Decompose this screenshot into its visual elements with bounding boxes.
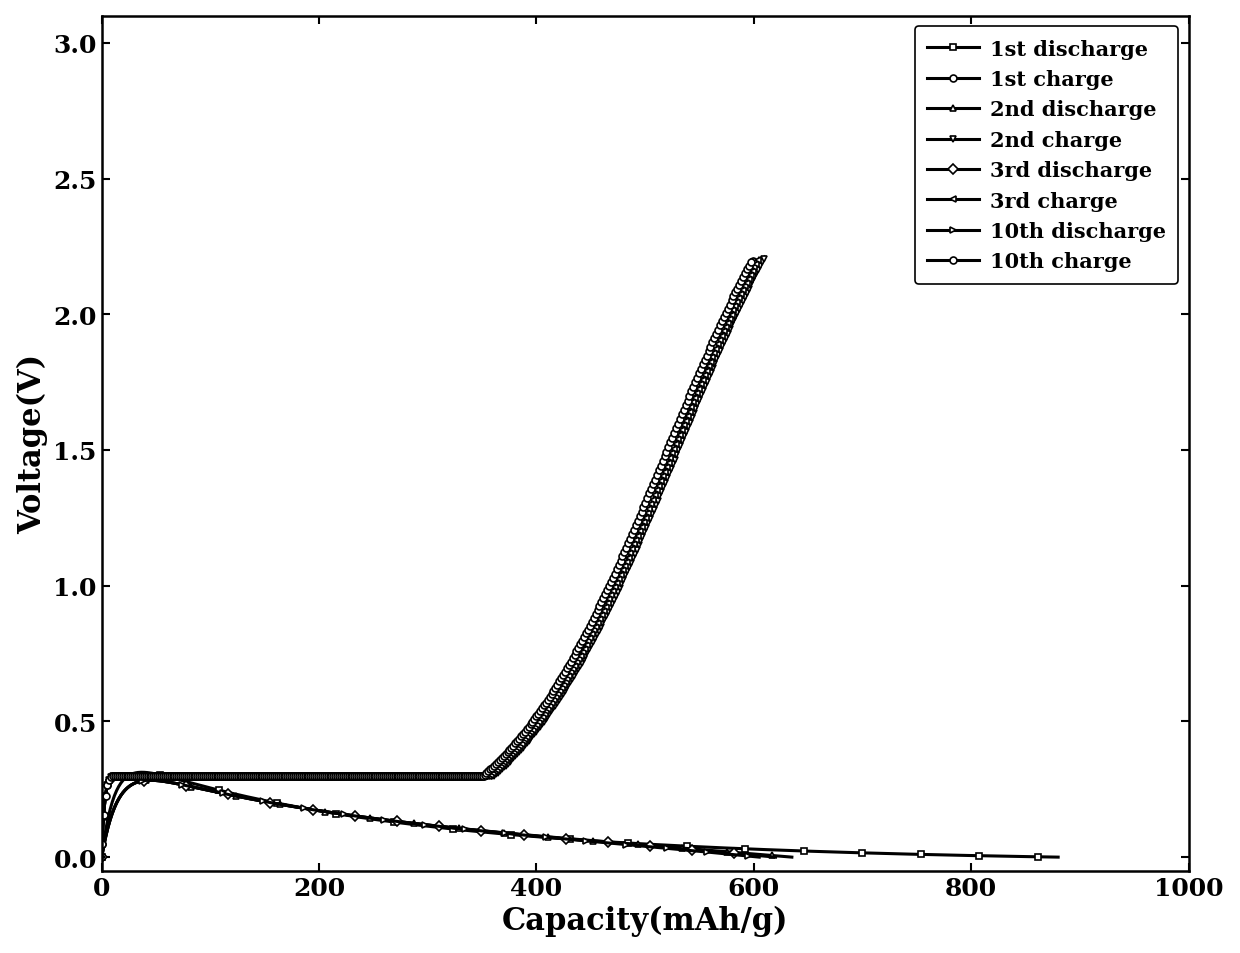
1st discharge — [345, 810, 360, 821]
2nd charge — [304, 770, 319, 781]
1st charge — [94, 838, 109, 849]
3rd discharge — [588, 836, 603, 847]
10th discharge — [569, 835, 584, 846]
3rd charge — [159, 770, 174, 781]
1st charge — [254, 770, 269, 781]
10th discharge — [647, 841, 662, 853]
10th charge — [696, 359, 711, 371]
1st charge — [522, 722, 537, 734]
1st discharge — [776, 844, 791, 856]
Line: 2nd discharge: 2nd discharge — [98, 777, 795, 861]
Line: 1st discharge: 1st discharge — [98, 769, 1061, 861]
3rd charge — [224, 770, 239, 781]
2nd charge — [529, 725, 544, 737]
3rd discharge — [114, 789, 129, 801]
3rd charge — [557, 679, 572, 691]
1st charge — [278, 770, 293, 781]
10th charge — [629, 520, 644, 532]
3rd discharge — [288, 801, 303, 813]
X-axis label: Capacity(mAh/g): Capacity(mAh/g) — [502, 905, 789, 937]
2nd discharge — [279, 800, 294, 811]
3rd discharge — [768, 852, 782, 863]
2nd charge — [257, 770, 272, 781]
Line: 3rd discharge: 3rd discharge — [98, 777, 779, 861]
1st discharge — [921, 849, 936, 861]
1st discharge — [503, 829, 518, 841]
1st charge — [300, 770, 315, 781]
1st discharge — [94, 852, 109, 863]
Line: 2nd charge: 2nd charge — [98, 254, 768, 847]
10th discharge — [188, 782, 203, 794]
2nd charge — [94, 838, 109, 849]
10th discharge — [751, 852, 766, 863]
Legend: 1st discharge, 1st charge, 2nd discharge, 2nd charge, 3rd discharge, 3rd charge,: 1st discharge, 1st charge, 2nd discharge… — [915, 27, 1178, 285]
3rd charge — [548, 693, 563, 704]
3rd charge — [269, 770, 284, 781]
3rd discharge — [490, 826, 505, 838]
10th charge — [575, 636, 590, 647]
1st discharge — [200, 781, 215, 793]
2nd discharge — [538, 831, 553, 842]
10th discharge — [339, 809, 353, 821]
3rd discharge — [159, 776, 174, 787]
3rd discharge — [94, 852, 109, 863]
3rd charge — [94, 838, 109, 849]
10th discharge — [94, 852, 109, 863]
2nd discharge — [438, 821, 453, 833]
3rd charge — [414, 770, 429, 781]
10th charge — [94, 838, 109, 849]
2nd charge — [281, 770, 296, 781]
2nd discharge — [94, 852, 109, 863]
10th charge — [226, 770, 241, 781]
3rd charge — [751, 253, 766, 265]
2nd discharge — [636, 840, 651, 851]
10th discharge — [735, 850, 750, 862]
Line: 10th charge: 10th charge — [98, 257, 755, 847]
2nd discharge — [143, 775, 157, 786]
2nd charge — [692, 395, 707, 406]
1st discharge — [135, 767, 150, 779]
Line: 10th discharge: 10th discharge — [98, 777, 763, 861]
1st charge — [746, 254, 761, 266]
10th discharge — [143, 775, 157, 786]
10th charge — [671, 416, 686, 428]
2nd discharge — [575, 834, 590, 845]
3rd discharge — [299, 803, 314, 815]
1st charge — [601, 584, 616, 596]
10th charge — [596, 591, 611, 602]
10th discharge — [606, 838, 621, 849]
Line: 1st charge: 1st charge — [98, 257, 758, 847]
1st discharge — [816, 846, 831, 858]
2nd charge — [758, 252, 773, 263]
1st charge — [682, 395, 697, 407]
2nd discharge — [584, 835, 599, 846]
Y-axis label: Voltage(V): Voltage(V) — [16, 354, 48, 534]
Line: 3rd charge: 3rd charge — [98, 255, 763, 847]
2nd discharge — [785, 852, 800, 863]
1st discharge — [1050, 852, 1065, 863]
2nd charge — [610, 586, 625, 598]
10th charge — [744, 255, 759, 267]
3rd discharge — [143, 775, 157, 786]
